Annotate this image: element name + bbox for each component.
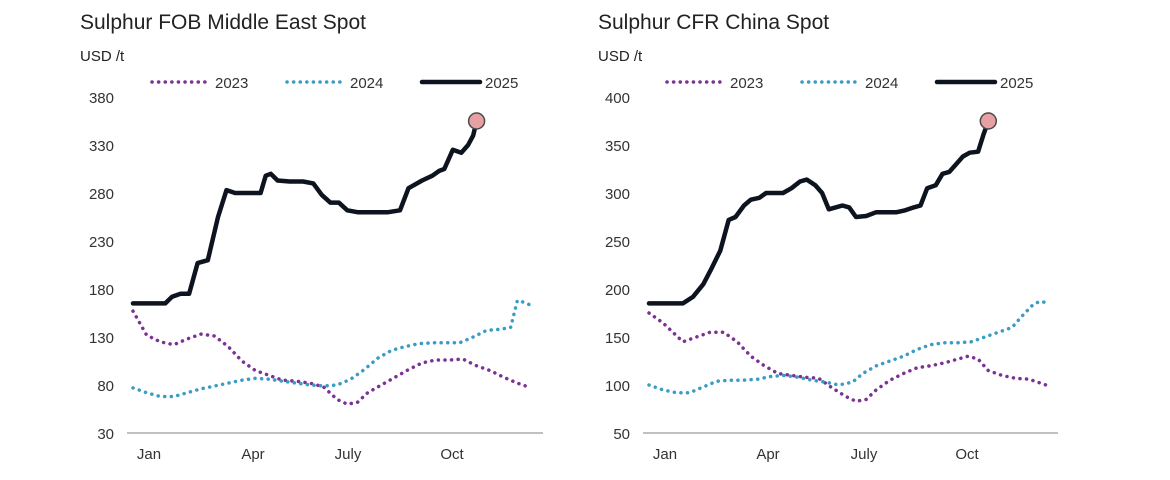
chart-panel-fob-middle-east: Sulphur FOB Middle East Spot USD /t 2023… bbox=[80, 11, 543, 463]
x-axis-ticks: Jan Apr July Oct bbox=[137, 446, 465, 463]
series-line-2025 bbox=[646, 118, 991, 306]
y-tick-label: 350 bbox=[605, 138, 630, 155]
plot-area bbox=[130, 112, 533, 406]
y-axis-unit: USD /t bbox=[598, 48, 643, 65]
y-tick-label: 400 bbox=[605, 90, 630, 107]
y-tick-label: 130 bbox=[89, 330, 114, 347]
plot-area bbox=[646, 112, 1048, 404]
legend-label-2023: 2023 bbox=[215, 75, 248, 92]
legend-label-2023: 2023 bbox=[730, 75, 763, 92]
y-tick-label: 50 bbox=[613, 426, 630, 443]
x-tick-label: July bbox=[851, 446, 878, 463]
legend-label-2024: 2024 bbox=[865, 75, 898, 92]
x-tick-label: Apr bbox=[756, 446, 779, 463]
y-tick-label: 150 bbox=[605, 330, 630, 347]
y-tick-label: 250 bbox=[605, 234, 630, 251]
y-tick-label: 30 bbox=[97, 426, 114, 443]
x-tick-label: Jan bbox=[653, 446, 677, 463]
y-tick-label: 280 bbox=[89, 186, 114, 203]
series-line-2023 bbox=[131, 309, 533, 406]
x-tick-label: Oct bbox=[440, 446, 464, 463]
y-tick-label: 380 bbox=[89, 90, 114, 107]
y-tick-label: 100 bbox=[605, 378, 630, 395]
y-tick-label: 200 bbox=[605, 282, 630, 299]
chart-title: Sulphur CFR China Spot bbox=[598, 11, 829, 34]
x-axis-ticks: Jan Apr July Oct bbox=[653, 446, 980, 463]
y-axis-ticks: 30 80 130 180 230 280 330 380 bbox=[89, 90, 114, 443]
legend-label-2025: 2025 bbox=[485, 75, 518, 92]
x-tick-label: July bbox=[335, 446, 362, 463]
y-axis-ticks: 50 100 150 200 250 300 350 400 bbox=[605, 90, 630, 443]
y-axis-unit: USD /t bbox=[80, 48, 125, 65]
latest-value-marker bbox=[979, 112, 998, 130]
y-tick-label: 80 bbox=[97, 378, 114, 395]
y-tick-label: 330 bbox=[89, 138, 114, 155]
legend: 2023 2024 2025 bbox=[150, 75, 518, 92]
x-tick-label: Jan bbox=[137, 446, 161, 463]
series-line-2024 bbox=[647, 299, 1048, 395]
series-line-2025 bbox=[130, 118, 479, 306]
series-line-2023 bbox=[647, 311, 1048, 404]
series-line-2024 bbox=[131, 298, 533, 399]
y-tick-label: 300 bbox=[605, 186, 630, 203]
chart-title: Sulphur FOB Middle East Spot bbox=[80, 11, 366, 34]
y-tick-label: 180 bbox=[89, 282, 114, 299]
x-tick-label: Oct bbox=[955, 446, 979, 463]
legend: 2023 2024 2025 bbox=[665, 75, 1033, 92]
legend-label-2025: 2025 bbox=[1000, 75, 1033, 92]
x-tick-label: Apr bbox=[241, 446, 264, 463]
latest-value-marker bbox=[467, 112, 486, 130]
legend-label-2024: 2024 bbox=[350, 75, 383, 92]
chart-panel-cfr-china: Sulphur CFR China Spot USD /t 2023 2024 … bbox=[598, 11, 1058, 463]
y-tick-label: 230 bbox=[89, 234, 114, 251]
